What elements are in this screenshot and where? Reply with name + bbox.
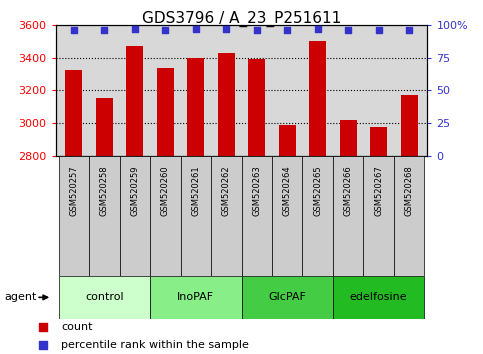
Bar	[363, 156, 394, 276]
Bar	[302, 156, 333, 276]
Point	[375, 27, 383, 33]
Point	[161, 27, 169, 33]
Text: GSM520268: GSM520268	[405, 165, 413, 216]
Text: count: count	[61, 322, 93, 332]
Bar	[89, 156, 120, 276]
Point	[100, 27, 108, 33]
Bar	[120, 156, 150, 276]
Text: control: control	[85, 292, 124, 302]
Bar	[333, 276, 425, 319]
Text: agent: agent	[5, 292, 37, 302]
Bar	[309, 41, 326, 156]
Bar	[394, 156, 425, 276]
Bar	[242, 276, 333, 319]
Text: GSM520265: GSM520265	[313, 165, 322, 216]
Text: InoPAF: InoPAF	[177, 292, 214, 302]
Text: GSM520257: GSM520257	[70, 165, 78, 216]
Text: GSM520263: GSM520263	[252, 165, 261, 216]
Text: GlcPAF: GlcPAF	[268, 292, 306, 302]
Bar	[218, 53, 235, 156]
Bar	[181, 156, 211, 276]
Bar	[96, 98, 113, 156]
Text: GSM520259: GSM520259	[130, 165, 139, 216]
Point	[192, 26, 199, 32]
Bar	[242, 156, 272, 276]
Point	[40, 342, 47, 348]
Text: GSM520267: GSM520267	[374, 165, 383, 216]
Point	[344, 27, 352, 33]
Bar	[150, 156, 181, 276]
Point	[131, 26, 139, 32]
Text: GSM520266: GSM520266	[344, 165, 353, 216]
Point	[253, 27, 261, 33]
Text: GSM520260: GSM520260	[161, 165, 170, 216]
Text: percentile rank within the sample: percentile rank within the sample	[61, 340, 249, 350]
Bar	[370, 127, 387, 156]
Point	[40, 325, 47, 330]
Point	[70, 27, 78, 33]
Bar	[279, 125, 296, 156]
Bar	[401, 95, 417, 156]
Bar	[248, 59, 265, 156]
Bar	[340, 120, 356, 156]
Point	[405, 27, 413, 33]
Bar	[127, 46, 143, 156]
Point	[284, 27, 291, 33]
Text: GSM520262: GSM520262	[222, 165, 231, 216]
Text: GDS3796 / A_23_P251611: GDS3796 / A_23_P251611	[142, 11, 341, 27]
Text: edelfosine: edelfosine	[350, 292, 408, 302]
Bar	[272, 156, 302, 276]
Bar	[150, 276, 242, 319]
Bar	[187, 57, 204, 156]
Text: GSM520258: GSM520258	[100, 165, 109, 216]
Bar	[58, 276, 150, 319]
Bar	[211, 156, 242, 276]
Point	[314, 26, 322, 32]
Bar	[333, 156, 363, 276]
Text: GSM520264: GSM520264	[283, 165, 292, 216]
Bar	[157, 68, 174, 156]
Bar	[66, 70, 82, 156]
Text: GSM520261: GSM520261	[191, 165, 200, 216]
Point	[222, 26, 230, 32]
Bar	[58, 156, 89, 276]
